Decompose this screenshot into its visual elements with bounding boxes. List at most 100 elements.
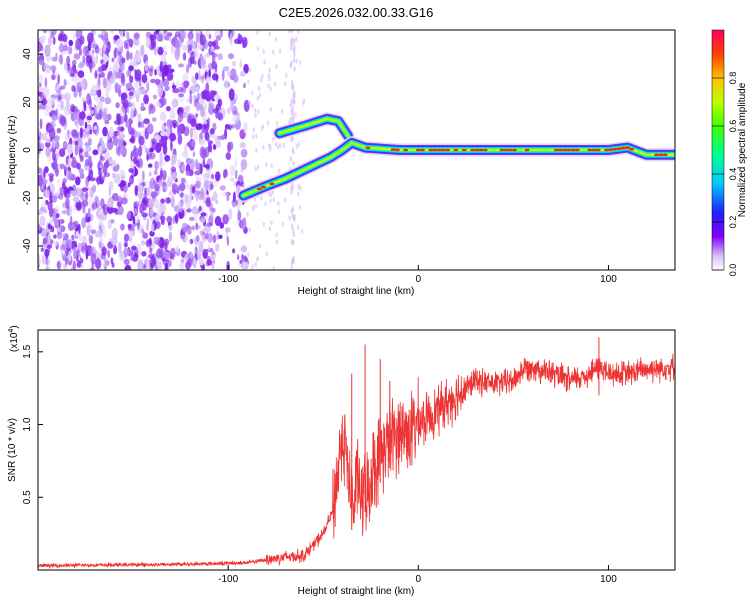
noise-blob bbox=[183, 80, 190, 87]
noise-blob bbox=[145, 31, 152, 38]
noise-blob bbox=[154, 134, 162, 141]
noise-blob bbox=[230, 102, 234, 111]
noise-blob bbox=[192, 94, 198, 100]
x-tick-label: 100 bbox=[600, 274, 617, 285]
noise-blob bbox=[57, 94, 62, 101]
noise-blob bbox=[187, 31, 194, 40]
noise-blob bbox=[208, 68, 211, 79]
signal-peak bbox=[608, 148, 614, 151]
noise-blob bbox=[175, 99, 179, 106]
noise-blob bbox=[292, 160, 295, 167]
noise-blob bbox=[256, 256, 259, 262]
noise-blob bbox=[239, 142, 246, 149]
noise-blob bbox=[254, 203, 258, 209]
noise-blob bbox=[231, 124, 235, 129]
noise-blob bbox=[242, 261, 249, 268]
noise-blob bbox=[206, 222, 213, 227]
noise-blob bbox=[98, 159, 102, 167]
noise-blob bbox=[270, 163, 273, 169]
noise-blob bbox=[228, 124, 232, 131]
noise-blob bbox=[90, 252, 97, 265]
signal-peak bbox=[570, 148, 576, 152]
noise-blob bbox=[230, 165, 235, 177]
noise-blob bbox=[160, 137, 167, 148]
noise-blob bbox=[254, 112, 257, 118]
noise-blob bbox=[92, 30, 96, 36]
noise-blob bbox=[278, 48, 282, 54]
noise-blob bbox=[56, 261, 61, 270]
y-tick-label: 20 bbox=[22, 96, 33, 108]
y-tick-label: -40 bbox=[22, 238, 33, 253]
noise-blob bbox=[214, 215, 222, 227]
noise-blob bbox=[303, 98, 306, 104]
noise-blob bbox=[141, 212, 148, 218]
noise-blob bbox=[181, 86, 187, 94]
noise-blob bbox=[52, 36, 56, 45]
signal-peak bbox=[499, 148, 505, 152]
noise-blob bbox=[290, 108, 293, 115]
noise-blob bbox=[217, 53, 223, 61]
noise-blob bbox=[80, 263, 84, 269]
colorbar: 0.0 0.2 0.4 0.6 0.8 Normalized spectral ampl… bbox=[711, 29, 748, 276]
noise-blob bbox=[243, 82, 246, 89]
noise-blob bbox=[205, 30, 210, 37]
signal-peak bbox=[616, 147, 622, 150]
noise-blob bbox=[52, 150, 56, 162]
noise-blob bbox=[55, 150, 59, 160]
noise-blob bbox=[160, 161, 166, 167]
noise-blob bbox=[211, 73, 219, 81]
noise-blob bbox=[45, 147, 51, 158]
noise-blob bbox=[198, 70, 201, 81]
noise-blob bbox=[167, 64, 172, 69]
noise-blob bbox=[157, 86, 163, 98]
noise-blob bbox=[170, 45, 174, 55]
noise-blob bbox=[49, 175, 54, 182]
noise-blob bbox=[71, 77, 76, 82]
noise-blob bbox=[179, 213, 182, 218]
noise-blob bbox=[251, 103, 254, 109]
noise-blob bbox=[128, 91, 134, 97]
signal-peak bbox=[625, 146, 630, 149]
noise-blob bbox=[71, 85, 76, 92]
noise-blob bbox=[102, 107, 109, 112]
signal-peak bbox=[445, 148, 451, 152]
noise-blob bbox=[144, 147, 149, 154]
colorbar-scale bbox=[711, 29, 725, 271]
noise-blob bbox=[234, 157, 238, 170]
noise-blob bbox=[143, 118, 150, 125]
noise-blob bbox=[257, 86, 261, 92]
noise-blob bbox=[174, 48, 180, 61]
noise-blob bbox=[64, 166, 67, 177]
noise-blob bbox=[284, 197, 287, 203]
noise-blob bbox=[164, 251, 171, 261]
noise-blob bbox=[76, 249, 80, 258]
noise-blob bbox=[91, 109, 94, 115]
noise-blob bbox=[272, 197, 275, 202]
noise-blob bbox=[122, 141, 127, 147]
noise-blob bbox=[62, 142, 68, 148]
noise-blob bbox=[53, 135, 60, 142]
noise-blob bbox=[181, 82, 185, 88]
noise-blob bbox=[159, 111, 167, 122]
noise-blob bbox=[242, 36, 248, 48]
noise-blob bbox=[230, 68, 237, 80]
noise-blob bbox=[127, 210, 131, 220]
noise-blob bbox=[98, 73, 101, 79]
noise-blob bbox=[132, 215, 136, 224]
noise-blob bbox=[103, 43, 106, 52]
noise-blob bbox=[172, 82, 175, 93]
noise-blob bbox=[270, 220, 273, 226]
noise-blob bbox=[40, 200, 47, 212]
noise-blob bbox=[168, 231, 172, 242]
noise-blob bbox=[190, 127, 193, 139]
noise-blob bbox=[81, 245, 87, 254]
noise-blob bbox=[277, 209, 281, 215]
noise-blob bbox=[38, 59, 45, 66]
noise-blob bbox=[295, 36, 298, 42]
noise-blob bbox=[44, 266, 51, 270]
noise-blob bbox=[292, 227, 295, 234]
noise-blob bbox=[207, 142, 211, 153]
colorbar-tick-label: 0.2 bbox=[728, 216, 738, 229]
noise-blob bbox=[53, 219, 60, 228]
noise-blob bbox=[291, 79, 294, 86]
